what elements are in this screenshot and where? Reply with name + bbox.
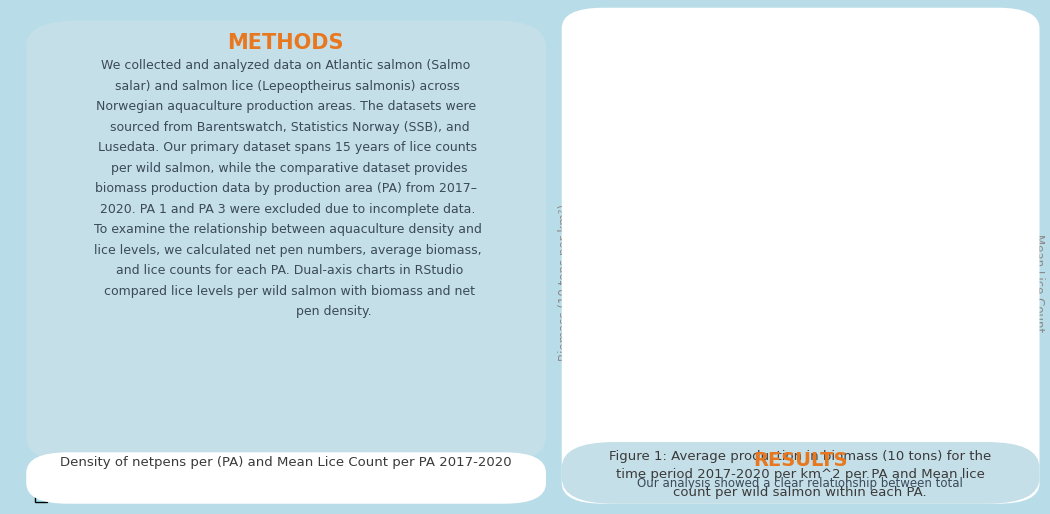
Bar — [622, 121, 646, 445]
Bar — [655, 211, 679, 445]
Text: Figure 1: Average production in biomass (10 tons) for the
time period 2017-2020 : Figure 1: Average production in biomass … — [609, 450, 991, 499]
X-axis label: Production Area: Production Area — [751, 472, 851, 485]
Bar — [956, 412, 980, 445]
Legend: Biomass per 10 tons km² (PA): Biomass per 10 tons km² (PA) — [786, 172, 992, 191]
FancyBboxPatch shape — [35, 469, 47, 502]
Bar — [822, 393, 846, 445]
Bar — [755, 289, 779, 445]
Text: Density of netpens per (PA) and Mean Lice Count per PA 2017-2020: Density of netpens per (PA) and Mean Lic… — [60, 456, 511, 469]
Bar — [888, 328, 912, 445]
Text: METHODS: METHODS — [228, 33, 343, 53]
Text: Mean Lice Count: Mean Lice Count — [200, 478, 297, 491]
Text: RESULTS: RESULTS — [753, 451, 847, 470]
Bar — [922, 354, 946, 445]
Y-axis label: Mean Lice Count: Mean Lice Count — [1031, 233, 1045, 332]
Bar — [789, 367, 813, 445]
Bar — [856, 250, 880, 445]
Legend: Mean Lice Count: Mean Lice Count — [859, 126, 992, 145]
Y-axis label: Biomass (10 tons per km²): Biomass (10 tons per km²) — [558, 204, 570, 361]
Text: Our analysis showed a clear relationship between total: Our analysis showed a clear relationship… — [637, 477, 963, 490]
Bar — [689, 289, 713, 445]
Bar — [721, 276, 745, 445]
Text: We collected and analyzed data on Atlantic salmon (Salmo
 salar) and salmon lice: We collected and analyzed data on Atlant… — [89, 59, 482, 318]
